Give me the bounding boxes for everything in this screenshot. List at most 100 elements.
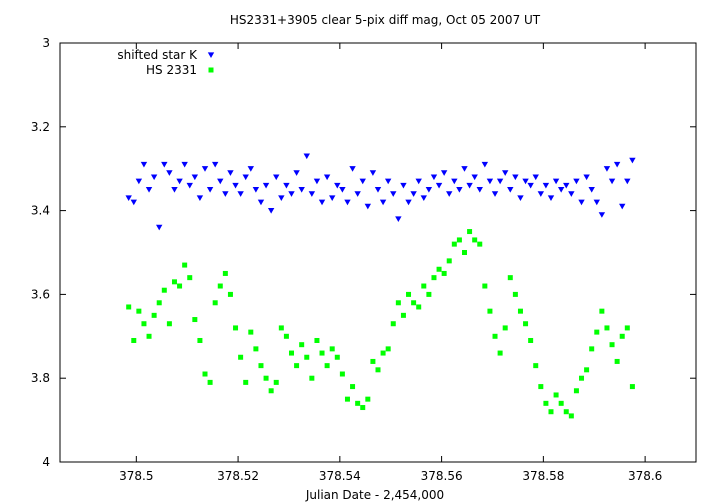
hs2331-point bbox=[629, 384, 635, 390]
star-k-point bbox=[140, 161, 148, 168]
hs2331-point bbox=[502, 325, 508, 331]
hs2331-point bbox=[512, 291, 518, 297]
star-k-point bbox=[323, 174, 331, 181]
star-k-point bbox=[237, 191, 244, 197]
star-k-point bbox=[435, 182, 443, 189]
hs2331-point bbox=[360, 405, 366, 411]
hs2331-point bbox=[161, 287, 167, 293]
star-k-point bbox=[573, 178, 580, 185]
star-k-point bbox=[578, 199, 585, 206]
legend-label-hs2331: HS 2331 bbox=[146, 63, 197, 77]
star-k-point bbox=[568, 191, 575, 197]
hs2331-point bbox=[451, 241, 457, 247]
star-k-point bbox=[222, 191, 229, 197]
hs2331-point bbox=[563, 409, 569, 415]
hs2331-point bbox=[553, 392, 559, 398]
hs2331-point bbox=[599, 308, 605, 314]
star-k-point bbox=[227, 170, 234, 176]
hs2331-point bbox=[187, 275, 193, 281]
hs2331-point bbox=[202, 371, 208, 377]
hs2331-point bbox=[370, 358, 376, 364]
star-k-point bbox=[283, 182, 290, 189]
star-k-point bbox=[369, 170, 377, 176]
chart-title: HS2331+3905 clear 5-pix diff mag, Oct 05… bbox=[230, 13, 541, 27]
star-k-point bbox=[446, 191, 453, 197]
star-k-point bbox=[379, 199, 387, 206]
star-k-point bbox=[486, 178, 494, 185]
star-k-point bbox=[542, 182, 550, 189]
star-k-point bbox=[156, 224, 163, 231]
star-k-point bbox=[598, 212, 606, 218]
hs2331-point bbox=[406, 291, 412, 297]
hs2331-point bbox=[517, 308, 523, 314]
hs2331-point bbox=[233, 325, 239, 331]
star-k-point bbox=[624, 178, 631, 185]
hs2331-point bbox=[243, 379, 249, 385]
star-k-point bbox=[125, 195, 132, 202]
legend-marker-star-k bbox=[207, 52, 215, 58]
x-tick-label: 378.52 bbox=[217, 469, 259, 483]
hs2331-point bbox=[182, 262, 188, 268]
x-tick-label: 378.56 bbox=[421, 469, 463, 483]
hs2331-point bbox=[487, 308, 493, 314]
hs2331-point bbox=[385, 346, 391, 352]
star-k-point bbox=[512, 174, 519, 181]
hs2331-point bbox=[431, 275, 437, 281]
hs2331-point bbox=[238, 354, 244, 360]
hs2331-point bbox=[375, 367, 381, 373]
star-k-point bbox=[293, 170, 300, 176]
star-k-point bbox=[415, 178, 422, 185]
hs2331-point bbox=[294, 363, 300, 369]
hs2331-point bbox=[156, 300, 162, 306]
star-k-point bbox=[588, 187, 595, 193]
star-k-point bbox=[308, 191, 316, 197]
hs2331-point bbox=[400, 312, 406, 318]
star-k-point bbox=[201, 166, 209, 172]
star-k-point bbox=[349, 166, 356, 172]
star-k-point bbox=[247, 166, 254, 172]
hs2331-point bbox=[579, 375, 585, 381]
hs2331-point bbox=[472, 237, 478, 243]
star-k-point bbox=[430, 174, 438, 181]
hs2331-point bbox=[289, 350, 295, 356]
star-k-point bbox=[232, 182, 239, 189]
star-k-point bbox=[400, 182, 407, 189]
hs2331-point bbox=[390, 321, 396, 327]
star-k-point bbox=[522, 178, 529, 185]
hs2331-point bbox=[543, 400, 549, 406]
hs2331-point bbox=[558, 400, 564, 406]
hs2331-point bbox=[334, 354, 340, 360]
star-k-point bbox=[552, 178, 560, 185]
x-tick-label: 378.5 bbox=[119, 469, 153, 483]
star-k-point bbox=[502, 170, 509, 176]
hs2331-point bbox=[426, 291, 432, 297]
hs2331-point bbox=[329, 346, 335, 352]
hs2331-point bbox=[533, 363, 539, 369]
hs2331-point bbox=[609, 342, 615, 348]
hs2331-point bbox=[441, 270, 447, 276]
star-k-point bbox=[344, 199, 351, 206]
star-k-point bbox=[619, 203, 626, 210]
hs2331-point bbox=[217, 283, 223, 289]
star-k-point bbox=[466, 182, 473, 189]
star-k-point bbox=[491, 191, 499, 197]
hs2331-point bbox=[395, 300, 401, 306]
star-k-point bbox=[364, 203, 372, 210]
hs2331-point bbox=[573, 388, 579, 394]
star-k-point bbox=[374, 187, 382, 193]
hs2331-point bbox=[344, 396, 350, 402]
star-k-point bbox=[354, 191, 361, 197]
star-k-point bbox=[252, 187, 260, 193]
plot-frame bbox=[59, 42, 697, 463]
hs2331-point bbox=[456, 237, 462, 243]
hs2331-point bbox=[227, 291, 233, 297]
star-k-point bbox=[507, 187, 514, 193]
hs2331-point bbox=[319, 350, 325, 356]
hs2331-point bbox=[523, 321, 529, 327]
hs2331-point bbox=[604, 325, 610, 331]
y-tick-label: 3.2 bbox=[31, 120, 50, 134]
hs2331-point bbox=[222, 270, 228, 276]
hs2331-point bbox=[309, 375, 315, 381]
star-k-point bbox=[135, 178, 143, 185]
star-k-point bbox=[456, 187, 463, 193]
